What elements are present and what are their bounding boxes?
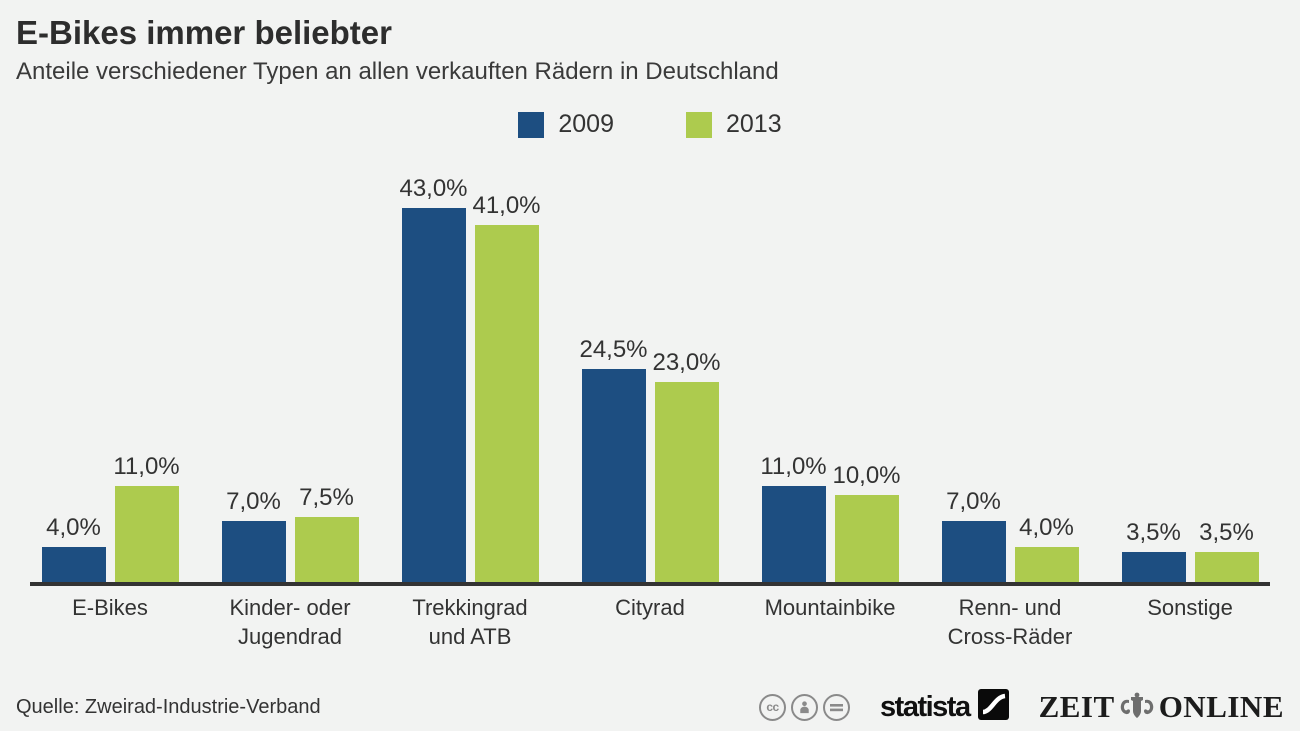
value-label-2009-cityrad: 24,5% — [579, 335, 648, 363]
value-label-2009-sonstige: 3,5% — [1126, 518, 1181, 546]
value-label-2009-kinder-oder-jugendrad: 7,0% — [226, 488, 281, 516]
value-label-2013-e-bikes: 11,0% — [113, 453, 180, 481]
statista-logo-text: statista — [880, 690, 971, 723]
bar-2009-trekkingrad-und-atb: 43,0% — [399, 175, 468, 582]
value-label-2009-renn-und-cross-r-der: 7,0% — [946, 488, 1001, 516]
chart-plot: 4,0% 11,0% 7,0% 7,5% 43,0% 41,0% 24,5% 23,0% 11,… — [30, 140, 1270, 651]
category-label-trekkingrad-und-atb: Trekkingrad und ATB — [412, 594, 528, 649]
bar-pair-renn-und-cross-r-der: 7,0% 4,0% — [941, 488, 1079, 582]
value-label-2013-mountainbike: 10,0% — [832, 461, 901, 489]
value-label-2009-e-bikes: 4,0% — [46, 514, 101, 542]
bar-2013-cityrad: 23,0% — [652, 349, 721, 582]
value-label-2013-sonstige: 3,5% — [1199, 518, 1254, 546]
bar-group-sonstige: 3,5% 3,5% — [1110, 519, 1270, 582]
bar-2009-e-bikes: 4,0% — [41, 514, 106, 582]
value-label-2009-mountainbike: 11,0% — [760, 453, 827, 481]
cc-icon[interactable]: cc — [759, 693, 787, 721]
value-label-2013-kinder-oder-jugendrad: 7,5% — [299, 483, 354, 511]
category-label-kinder-oder-jugendrad: Kinder- oder Jugendrad — [229, 594, 351, 649]
bar-pair-kinder-oder-jugendrad: 7,0% 7,5% — [221, 484, 359, 582]
value-label-2009-trekkingrad-und-atb: 43,0% — [399, 174, 468, 202]
chart-footer: Quelle: Zweirad-Industrie-Verband cc sta… — [16, 689, 1284, 725]
bar-2009-sonstige: 3,5% — [1121, 519, 1186, 582]
category-label-renn-und-cross-r-der: Renn- und Cross-Räder — [947, 594, 1073, 649]
bar-group-trekkingrad-und-atb: 43,0% 41,0% — [390, 175, 550, 582]
bar-2013-renn-und-cross-r-der: 4,0% — [1014, 514, 1079, 582]
cc-by-person-icon[interactable] — [791, 693, 819, 721]
bar-group-cityrad: 24,5% 23,0% — [570, 336, 730, 582]
cc-nd-icon[interactable] — [823, 693, 851, 721]
online-logo-text: ONLINE — [1158, 689, 1284, 724]
category-label-e-bikes: E-Bikes — [72, 594, 148, 620]
bar-2013-kinder-oder-jugendrad: 7,5% — [294, 484, 359, 582]
bar-pair-mountainbike: 11,0% 10,0% — [760, 453, 901, 582]
bars-area: 4,0% 11,0% 7,0% 7,5% 43,0% 41,0% 24,5% 23,0% 11,… — [30, 140, 1270, 582]
bar-pair-trekkingrad-und-atb: 43,0% 41,0% — [399, 175, 541, 582]
value-label-2013-trekkingrad-und-atb: 41,0% — [472, 192, 541, 220]
legend-label: 2009 — [558, 110, 614, 139]
legend-swatch-2009 — [518, 111, 545, 138]
bar-2009-cityrad: 24,5% — [579, 336, 648, 582]
zeit-crest-icon — [1120, 692, 1153, 718]
zeit-logo-text: ZEIT — [1038, 689, 1115, 724]
value-label-2013-cityrad: 23,0% — [652, 348, 721, 376]
bar-pair-cityrad: 24,5% 23,0% — [579, 336, 721, 582]
bar-group-e-bikes: 4,0% 11,0% — [30, 453, 190, 582]
bar-2013-trekkingrad-und-atb: 41,0% — [472, 192, 541, 582]
chart-subtitle: Anteile verschiedener Typen an allen ver… — [16, 57, 779, 85]
bar-group-renn-und-cross-r-der: 7,0% 4,0% — [930, 488, 1090, 582]
legend-swatch-2013 — [686, 111, 712, 138]
bar-pair-e-bikes: 4,0% 11,0% — [41, 453, 180, 582]
bar-2009-kinder-oder-jugendrad: 7,0% — [221, 488, 286, 582]
category-label-cityrad: Cityrad — [615, 594, 685, 620]
bar-2013-sonstige: 3,5% — [1194, 519, 1259, 582]
bar-group-mountainbike: 11,0% 10,0% — [750, 453, 910, 582]
x-axis-labels: E-Bikes Kinder- oder Jugendrad Trekkingrad… — [30, 594, 1270, 651]
bar-group-kinder-oder-jugendrad: 7,0% 7,5% — [210, 484, 370, 582]
bar-2009-mountainbike: 11,0% — [760, 453, 827, 582]
bar-2009-renn-und-cross-r-der: 7,0% — [941, 488, 1006, 582]
statista-logo[interactable]: statista — [880, 689, 1009, 725]
bar-2013-mountainbike: 10,0% — [832, 462, 901, 582]
chart-title: E-Bikes immer beliebter — [16, 14, 392, 51]
chart-header: E-Bikes immer beliebter Anteile verschie… — [0, 0, 1300, 86]
category-label-mountainbike: Mountainbike — [764, 594, 896, 620]
bar-pair-sonstige: 3,5% 3,5% — [1121, 519, 1259, 582]
chart-legend: 2009 2013 — [0, 110, 1300, 140]
legend-item-2013: 2013 — [686, 110, 782, 139]
legend-label: 2013 — [726, 110, 782, 139]
footer-branding: cc statista ZEIT — [759, 689, 1284, 725]
bar-2013-e-bikes: 11,0% — [113, 453, 180, 582]
category-label-sonstige: Sonstige — [1147, 594, 1233, 620]
zeit-online-logo[interactable]: ZEIT ONLINE — [1039, 689, 1284, 725]
statista-swoosh-icon — [977, 689, 1009, 725]
legend-item-2009: 2009 — [518, 110, 614, 139]
value-label-2013-renn-und-cross-r-der: 4,0% — [1019, 514, 1074, 542]
source-text: Quelle: Zweirad-Industrie-Verband — [16, 695, 321, 718]
x-axis-line — [30, 581, 1270, 586]
cc-license-icons[interactable]: cc — [759, 693, 851, 721]
